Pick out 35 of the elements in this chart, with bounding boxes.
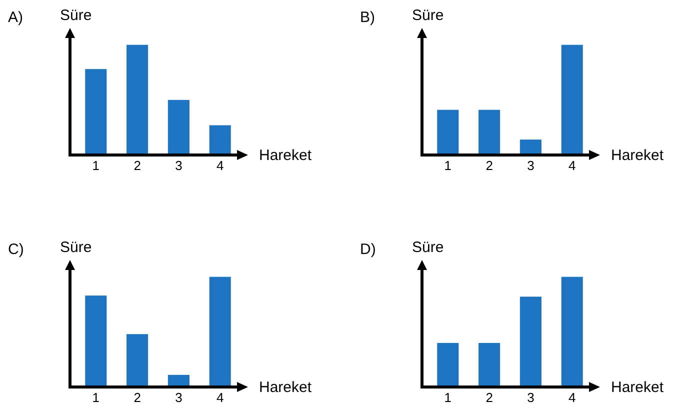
y-axis-title: Süre bbox=[60, 239, 92, 256]
x-tick-label: 2 bbox=[486, 390, 493, 406]
x-tick-label: 4 bbox=[216, 390, 224, 406]
bar bbox=[126, 44, 148, 155]
bar bbox=[85, 69, 107, 155]
x-tick-label: 4 bbox=[568, 158, 576, 174]
y-axis-title: Süre bbox=[412, 7, 444, 24]
x-tick-label: 3 bbox=[175, 390, 182, 406]
bar bbox=[209, 125, 231, 155]
x-axis-title: Hareket bbox=[611, 379, 664, 396]
bar bbox=[85, 296, 107, 387]
x-tick-label: 2 bbox=[486, 158, 493, 174]
chart-title: C) bbox=[8, 241, 24, 258]
x-tick-label: 3 bbox=[527, 158, 534, 174]
bar bbox=[168, 100, 190, 155]
x-tick-label: 4 bbox=[216, 158, 224, 174]
bar bbox=[126, 334, 148, 387]
x-axis-title: Hareket bbox=[259, 147, 312, 164]
x-tick-label: 2 bbox=[134, 390, 141, 406]
x-tick-label: 1 bbox=[92, 158, 100, 174]
x-tick-label: 3 bbox=[175, 158, 182, 174]
x-tick-label: 3 bbox=[527, 390, 534, 406]
chart-title: B) bbox=[360, 9, 376, 26]
chart-title: D) bbox=[360, 241, 376, 258]
x-tick-label: 2 bbox=[134, 158, 141, 174]
y-axis-title: Süre bbox=[412, 239, 444, 256]
x-axis-title: Hareket bbox=[611, 147, 664, 164]
x-tick-label: 1 bbox=[92, 390, 100, 406]
x-tick-label: 1 bbox=[444, 390, 452, 406]
x-tick-label: 1 bbox=[444, 158, 452, 174]
x-axis-title: Hareket bbox=[259, 379, 312, 396]
chart-title: A) bbox=[8, 9, 24, 26]
y-axis-title: Süre bbox=[60, 7, 92, 24]
bar bbox=[209, 276, 231, 387]
x-tick-label: 4 bbox=[568, 390, 576, 406]
